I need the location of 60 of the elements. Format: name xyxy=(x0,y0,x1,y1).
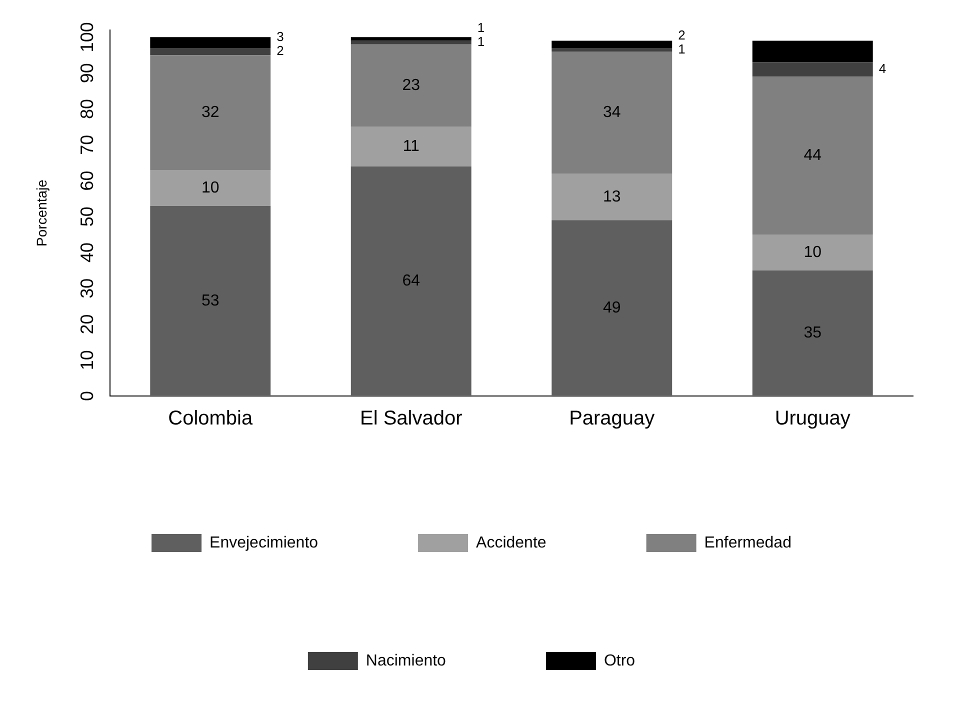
bar xyxy=(752,76,873,235)
data-label: 1 xyxy=(477,34,485,50)
bar xyxy=(150,37,271,48)
data-label: 2 xyxy=(276,43,284,58)
legend-label: Enfermedad xyxy=(704,534,792,552)
bar xyxy=(350,126,472,166)
bar xyxy=(150,48,271,56)
bar xyxy=(350,44,472,127)
data-label: 32 xyxy=(201,104,220,121)
bar xyxy=(752,40,873,62)
data-label: 13 xyxy=(602,188,621,206)
x-tick-label: El Salvador xyxy=(360,408,463,430)
data-label: 35 xyxy=(804,324,822,342)
x-tick-label: Uruguay xyxy=(774,408,850,430)
bar xyxy=(350,40,472,44)
y-tick-label: 40 xyxy=(76,242,97,262)
y-tick-label: 10 xyxy=(76,350,97,370)
bar xyxy=(752,270,873,396)
data-label: 3 xyxy=(276,29,284,44)
bar xyxy=(150,55,271,170)
bar xyxy=(552,52,672,174)
legend-label: Accidente xyxy=(476,534,546,552)
data-label: 4 xyxy=(878,61,886,76)
y-tick-label: 80 xyxy=(76,98,97,119)
bar xyxy=(752,62,873,77)
bar xyxy=(552,40,672,48)
bar xyxy=(350,37,472,41)
y-tick-label: 100 xyxy=(76,22,97,52)
x-tick-label: Paraguay xyxy=(569,408,655,430)
data-label: 44 xyxy=(804,146,822,164)
data-label: 10 xyxy=(201,179,220,196)
data-label: 23 xyxy=(402,77,420,94)
legend-label: Envejecimiento xyxy=(210,534,318,552)
data-label: 64 xyxy=(402,272,420,290)
data-label: 1 xyxy=(678,41,686,56)
y-tick-label: 60 xyxy=(76,170,97,191)
y-tick-label: 50 xyxy=(76,206,97,227)
y-tick-label: 30 xyxy=(76,278,97,298)
data-label: 34 xyxy=(602,104,621,121)
legend-label: Nacimiento xyxy=(366,652,446,670)
bar xyxy=(752,234,873,270)
data-label: 53 xyxy=(201,292,220,310)
data-label: 10 xyxy=(804,244,822,261)
x-tick-label: Colombia xyxy=(168,408,254,430)
legend-label: Otro xyxy=(604,652,636,670)
data-label: 1 xyxy=(477,20,485,36)
data-label: 2 xyxy=(678,27,686,42)
y-tick-label: 20 xyxy=(76,314,97,334)
bar xyxy=(552,220,672,396)
bar xyxy=(150,170,271,206)
bar xyxy=(552,174,672,220)
bar xyxy=(552,48,672,52)
bar xyxy=(150,206,271,396)
y-tick-label: 70 xyxy=(76,134,97,155)
y-axis-title: Porcentaje xyxy=(33,179,50,246)
y-tick-label: 0 xyxy=(76,390,97,402)
data-label: 49 xyxy=(602,299,621,316)
y-tick-label: 90 xyxy=(76,63,97,84)
bar xyxy=(350,166,472,396)
data-label: 11 xyxy=(402,138,420,156)
